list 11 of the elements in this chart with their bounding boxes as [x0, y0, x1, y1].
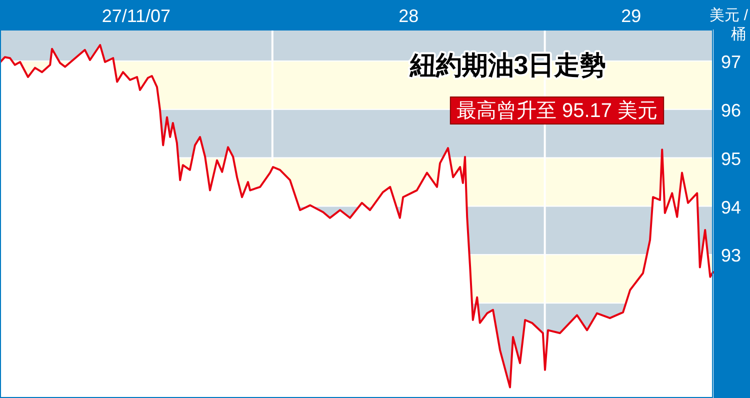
- y-tick-label: 96: [720, 100, 742, 120]
- x-tick-label: 28: [398, 6, 419, 26]
- annotation: 最高曾升至 95.17 美元: [456, 99, 658, 122]
- x-tick-label: 29: [621, 6, 642, 26]
- text: 紐約期油3日走勢: [408, 50, 606, 80]
- y-tick-label: 97: [720, 52, 742, 72]
- y-tick-label: 93: [720, 246, 742, 266]
- y-axis-title: 美元 / 桶: [710, 7, 749, 43]
- y-tick-label: 94: [720, 197, 742, 218]
- y-tick-label: 95: [720, 148, 742, 169]
- x-tick-label: 27/11/07: [102, 6, 171, 26]
